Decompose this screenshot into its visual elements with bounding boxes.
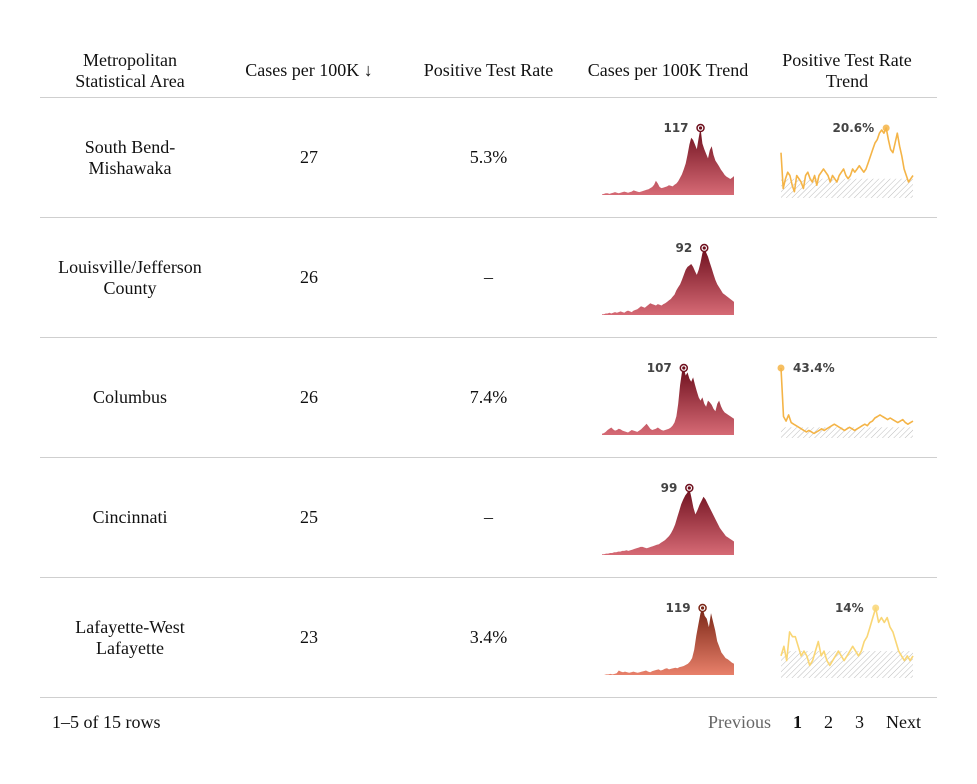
ptr-value: – xyxy=(484,507,493,527)
ptr-trend-cell: 14% xyxy=(757,578,937,697)
peak-marker-dot xyxy=(687,485,691,490)
peak-label: 107 xyxy=(647,361,672,375)
cases-trend-cell: 99 xyxy=(579,458,757,577)
msa-name: South Bend-Mishawaka xyxy=(84,136,176,178)
cases-sparkline: 92 xyxy=(602,241,734,315)
table-row: South Bend-Mishawaka 27 5.3% 117 20.6% xyxy=(40,98,937,218)
cases-trend-cell: 92 xyxy=(579,218,757,337)
cases-area xyxy=(602,367,734,435)
ptr-value: 3.4% xyxy=(469,627,508,647)
page-1-button[interactable]: 1 xyxy=(793,711,802,732)
header-msa[interactable]: Metropolitan Statistical Area xyxy=(75,49,185,91)
cases-value: 27 xyxy=(300,147,318,167)
metro-table: Metropolitan Statistical Area Cases per … xyxy=(40,40,937,698)
peak-marker-dot xyxy=(698,125,703,130)
cases-value: 23 xyxy=(300,627,318,647)
cases-area xyxy=(602,487,734,555)
ptr-sparkline: 20.6% xyxy=(780,121,914,198)
header-cases[interactable]: Cases per 100K ↓ xyxy=(245,60,373,80)
peak-label: 43.4% xyxy=(793,361,835,375)
table-row: Cincinnati 25 – 99 xyxy=(40,458,937,578)
msa-cell: Louisville/Jefferson County xyxy=(40,218,220,337)
ptr-value: 5.3% xyxy=(469,147,508,167)
ptr-trend-cell xyxy=(757,218,937,337)
cases-trend-cell: 107 xyxy=(579,338,757,457)
ptr-line xyxy=(780,606,914,666)
ptr-value: – xyxy=(484,267,493,287)
msa-name: Louisville/Jefferson County xyxy=(58,256,202,298)
msa-name: Lafayette-West Lafayette xyxy=(75,616,185,658)
msa-cell: Lafayette-West Lafayette xyxy=(40,578,220,697)
pagination: Previous 1 2 3 Next xyxy=(708,712,937,733)
table-row: Lafayette-West Lafayette 23 3.4% 119 14% xyxy=(40,578,937,698)
ptr-trend-cell: 43.4% xyxy=(757,338,937,457)
previous-button[interactable]: Previous xyxy=(708,711,771,732)
table-row: Louisville/Jefferson County 26 – 92 xyxy=(40,218,937,338)
msa-cell: Cincinnati xyxy=(40,458,220,577)
cases-area xyxy=(602,607,734,675)
peak-marker-dot xyxy=(700,605,705,610)
ptr-trend-cell xyxy=(757,458,937,577)
ptr-trend-cell: 20.6% xyxy=(757,98,937,217)
cases-sparkline: 99 xyxy=(602,481,734,555)
page-2-button[interactable]: 2 xyxy=(824,711,833,732)
cases-area xyxy=(602,247,734,315)
cases-trend-cell: 117 xyxy=(579,98,757,217)
header-ptr-trend[interactable]: Positive Test Rate Trend xyxy=(782,49,912,91)
table-footer: 1–5 of 15 rows Previous 1 2 3 Next xyxy=(40,700,937,744)
table-header: Metropolitan Statistical Area Cases per … xyxy=(40,40,937,98)
peak-label: 117 xyxy=(663,121,688,135)
peak-label: 14% xyxy=(835,601,864,615)
peak-label: 99 xyxy=(661,481,678,495)
header-ptr[interactable]: Positive Test Rate xyxy=(423,60,554,80)
peak-marker-dot xyxy=(682,365,686,370)
cases-value: 25 xyxy=(300,507,318,527)
ptr-sparkline: 14% xyxy=(780,601,914,678)
msa-cell: South Bend-Mishawaka xyxy=(40,98,220,217)
header-cases-trend[interactable]: Cases per 100K Trend xyxy=(587,60,749,80)
peak-marker xyxy=(872,604,880,611)
msa-name: Columbus xyxy=(92,387,167,407)
table-row: Columbus 26 7.4% 107 43.4% xyxy=(40,338,937,458)
cases-sparkline: 107 xyxy=(602,361,734,435)
cases-sparkline: 117 xyxy=(602,121,734,195)
cases-value: 26 xyxy=(300,267,318,287)
msa-cell: Columbus xyxy=(40,338,220,457)
peak-label: 20.6% xyxy=(833,121,875,135)
cases-value: 26 xyxy=(300,387,318,407)
table-body: South Bend-Mishawaka 27 5.3% 117 20.6% Louisv… xyxy=(40,98,937,698)
peak-label: 92 xyxy=(676,241,693,255)
ptr-sparkline: 43.4% xyxy=(777,361,914,438)
peak-marker xyxy=(882,124,890,131)
page-3-button[interactable]: 3 xyxy=(855,711,864,732)
peak-marker-dot xyxy=(702,245,706,250)
rows-info: 1–5 of 15 rows xyxy=(52,711,161,732)
ptr-line xyxy=(780,367,914,434)
peak-marker xyxy=(777,364,785,371)
cases-sparkline: 119 xyxy=(602,601,734,675)
ptr-value: 7.4% xyxy=(469,387,508,407)
peak-label: 119 xyxy=(666,601,691,615)
low-rate-zone xyxy=(781,426,913,438)
cases-area xyxy=(602,127,734,195)
next-button[interactable]: Next xyxy=(886,711,921,732)
low-rate-zone xyxy=(781,178,913,198)
ptr-line xyxy=(780,126,914,192)
cases-trend-cell: 119 xyxy=(579,578,757,697)
msa-name: Cincinnati xyxy=(92,507,168,527)
